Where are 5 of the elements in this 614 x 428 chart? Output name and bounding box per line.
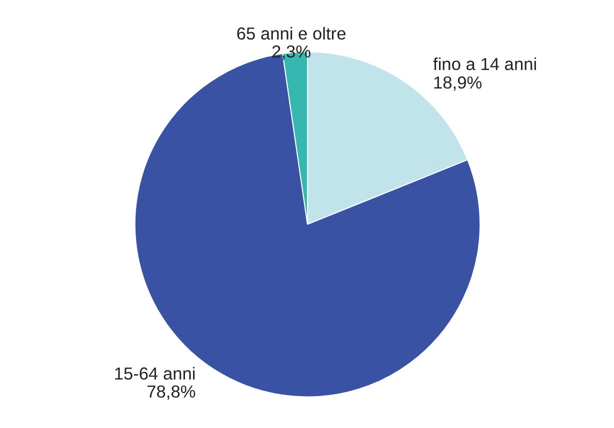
slice-label: 65 anni e oltre: [236, 23, 346, 44]
data-label: 18,9%: [433, 72, 482, 92]
slice-label: 15-64 anni: [114, 363, 196, 384]
data-label: 78,8%: [146, 382, 196, 402]
slice-label: fino a 14 anni: [433, 54, 538, 74]
